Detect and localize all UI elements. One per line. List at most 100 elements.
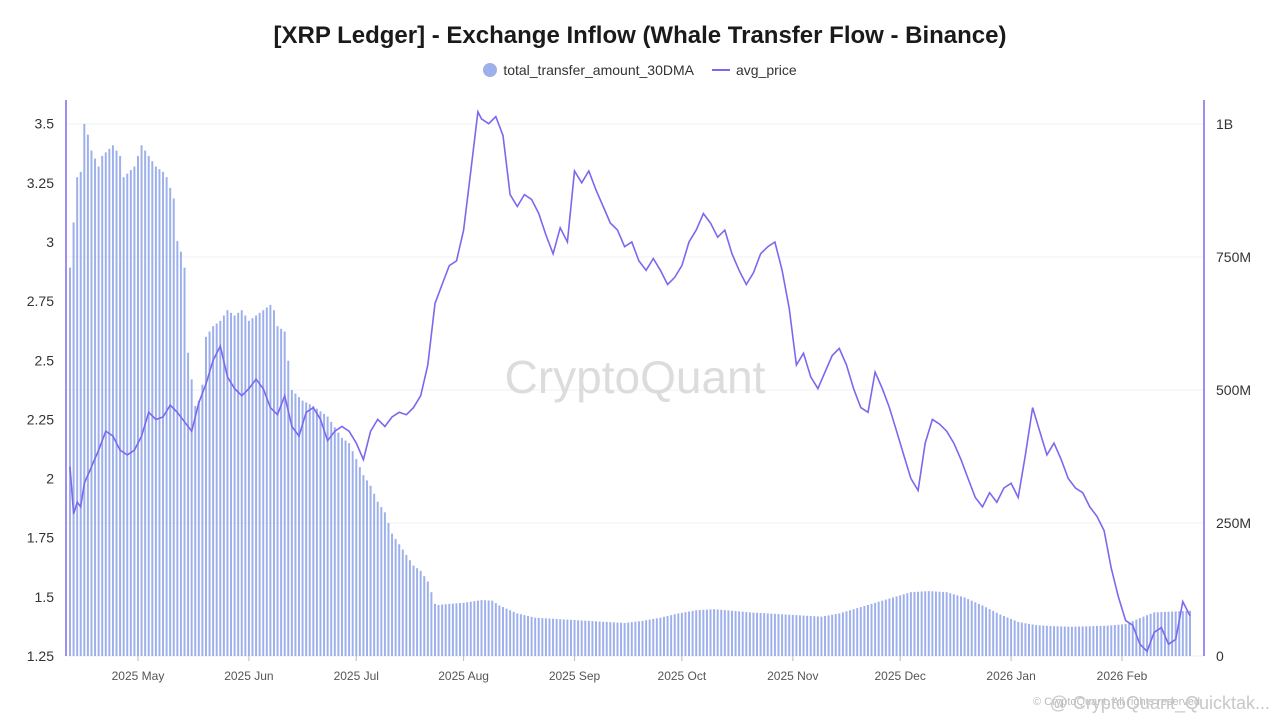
transfer-bar xyxy=(462,602,465,656)
transfer-bar xyxy=(394,538,397,656)
transfer-bar xyxy=(1042,625,1045,656)
transfer-bar xyxy=(187,352,190,656)
transfer-bar xyxy=(1103,625,1106,656)
transfer-bar xyxy=(72,222,75,657)
transfer-bar xyxy=(777,614,780,656)
transfer-bar xyxy=(469,601,472,656)
transfer-bar xyxy=(559,619,562,656)
transfer-bar xyxy=(956,595,959,656)
transfer-bar xyxy=(705,609,708,656)
left-tick-label: 2.5 xyxy=(35,352,55,368)
transfer-bar xyxy=(573,620,576,656)
x-tick-label: 2025 Jul xyxy=(334,669,379,683)
transfer-bar xyxy=(723,610,726,656)
transfer-bar xyxy=(326,416,329,656)
transfer-bar xyxy=(301,400,304,656)
transfer-bar xyxy=(881,600,884,656)
x-tick-label: 2025 Sep xyxy=(549,669,601,683)
transfer-bar xyxy=(383,512,386,656)
transfer-bar xyxy=(251,318,254,656)
transfer-bar xyxy=(630,622,633,656)
transfer-bar xyxy=(981,605,984,656)
transfer-bar xyxy=(201,384,204,656)
transfer-bar xyxy=(591,621,594,656)
transfer-bar xyxy=(555,618,558,656)
transfer-bar xyxy=(1085,626,1088,656)
transfer-bar xyxy=(616,622,619,656)
transfer-bar xyxy=(1024,623,1027,656)
transfer-bar xyxy=(1045,625,1048,656)
transfer-bar xyxy=(1117,624,1120,656)
transfer-bar xyxy=(791,614,794,656)
transfer-bar xyxy=(154,166,157,656)
transfer-bar xyxy=(1070,626,1073,656)
transfer-bar xyxy=(580,620,583,656)
transfer-bar xyxy=(745,612,748,656)
transfer-bar xyxy=(516,613,519,656)
transfer-bar xyxy=(355,459,358,656)
transfer-bar xyxy=(788,614,791,656)
transfer-bar xyxy=(913,591,916,656)
transfer-bar xyxy=(494,603,497,656)
transfer-bar xyxy=(1013,620,1016,656)
transfer-bar xyxy=(487,600,490,656)
transfer-bar xyxy=(612,622,615,656)
left-tick-label: 1.25 xyxy=(27,648,54,664)
transfer-bar xyxy=(1067,626,1070,656)
transfer-bar xyxy=(1031,624,1034,656)
chart-title: [XRP Ledger] - Exchange Inflow (Whale Tr… xyxy=(273,22,1007,49)
transfer-bar xyxy=(770,613,773,656)
transfer-bar xyxy=(802,615,805,656)
transfer-bar xyxy=(870,603,873,656)
transfer-bar xyxy=(340,437,343,656)
chart-legend: total_transfer_amount_30DMA avg_price xyxy=(0,62,1280,78)
transfer-bar xyxy=(1060,626,1063,656)
transfer-bar xyxy=(1038,625,1041,656)
transfer-bar xyxy=(179,251,182,656)
transfer-bar xyxy=(294,393,297,656)
transfer-bar xyxy=(83,124,86,656)
transfer-bar xyxy=(569,619,572,656)
legend-item-price[interactable]: avg_price xyxy=(711,62,797,78)
transfer-bar xyxy=(408,560,411,656)
transfer-bar xyxy=(208,331,211,656)
transfer-bar xyxy=(1131,621,1134,656)
transfer-bar xyxy=(838,613,841,656)
transfer-bar xyxy=(609,622,612,656)
transfer-bar xyxy=(798,615,801,656)
transfer-bar xyxy=(398,544,401,656)
transfer-bar xyxy=(115,150,118,656)
transfer-bar xyxy=(670,615,673,656)
transfer-bar xyxy=(244,315,247,656)
transfer-bar xyxy=(308,404,311,656)
transfer-bar xyxy=(423,576,426,656)
transfer-bar xyxy=(1167,611,1170,656)
transfer-bar xyxy=(852,609,855,656)
transfer-bar xyxy=(906,593,909,656)
transfer-bar xyxy=(212,326,215,656)
transfer-bar xyxy=(748,612,751,656)
x-tick-label: 2025 Jun xyxy=(224,669,273,683)
transfer-bar xyxy=(945,592,948,656)
transfer-bars xyxy=(69,124,1191,657)
transfer-bar xyxy=(358,467,361,656)
legend-item-transfer[interactable]: total_transfer_amount_30DMA xyxy=(483,62,694,78)
transfer-bar xyxy=(312,405,315,656)
transfer-bar xyxy=(963,597,966,656)
transfer-bar xyxy=(602,621,605,656)
transfer-bar xyxy=(512,611,515,656)
transfer-bar xyxy=(627,622,630,656)
transfer-bar xyxy=(924,591,927,656)
transfer-bar xyxy=(863,605,866,656)
transfer-bar xyxy=(126,173,129,657)
transfer-bar xyxy=(448,603,451,656)
transfer-bar xyxy=(849,610,852,656)
transfer-bar xyxy=(491,600,494,656)
transfer-bar xyxy=(824,615,826,656)
left-tick-label: 3.5 xyxy=(35,116,55,132)
transfer-bar xyxy=(985,607,988,656)
transfer-bar xyxy=(1110,625,1113,656)
transfer-bar xyxy=(337,432,340,656)
transfer-bar xyxy=(119,155,122,657)
transfer-bar xyxy=(713,609,716,656)
